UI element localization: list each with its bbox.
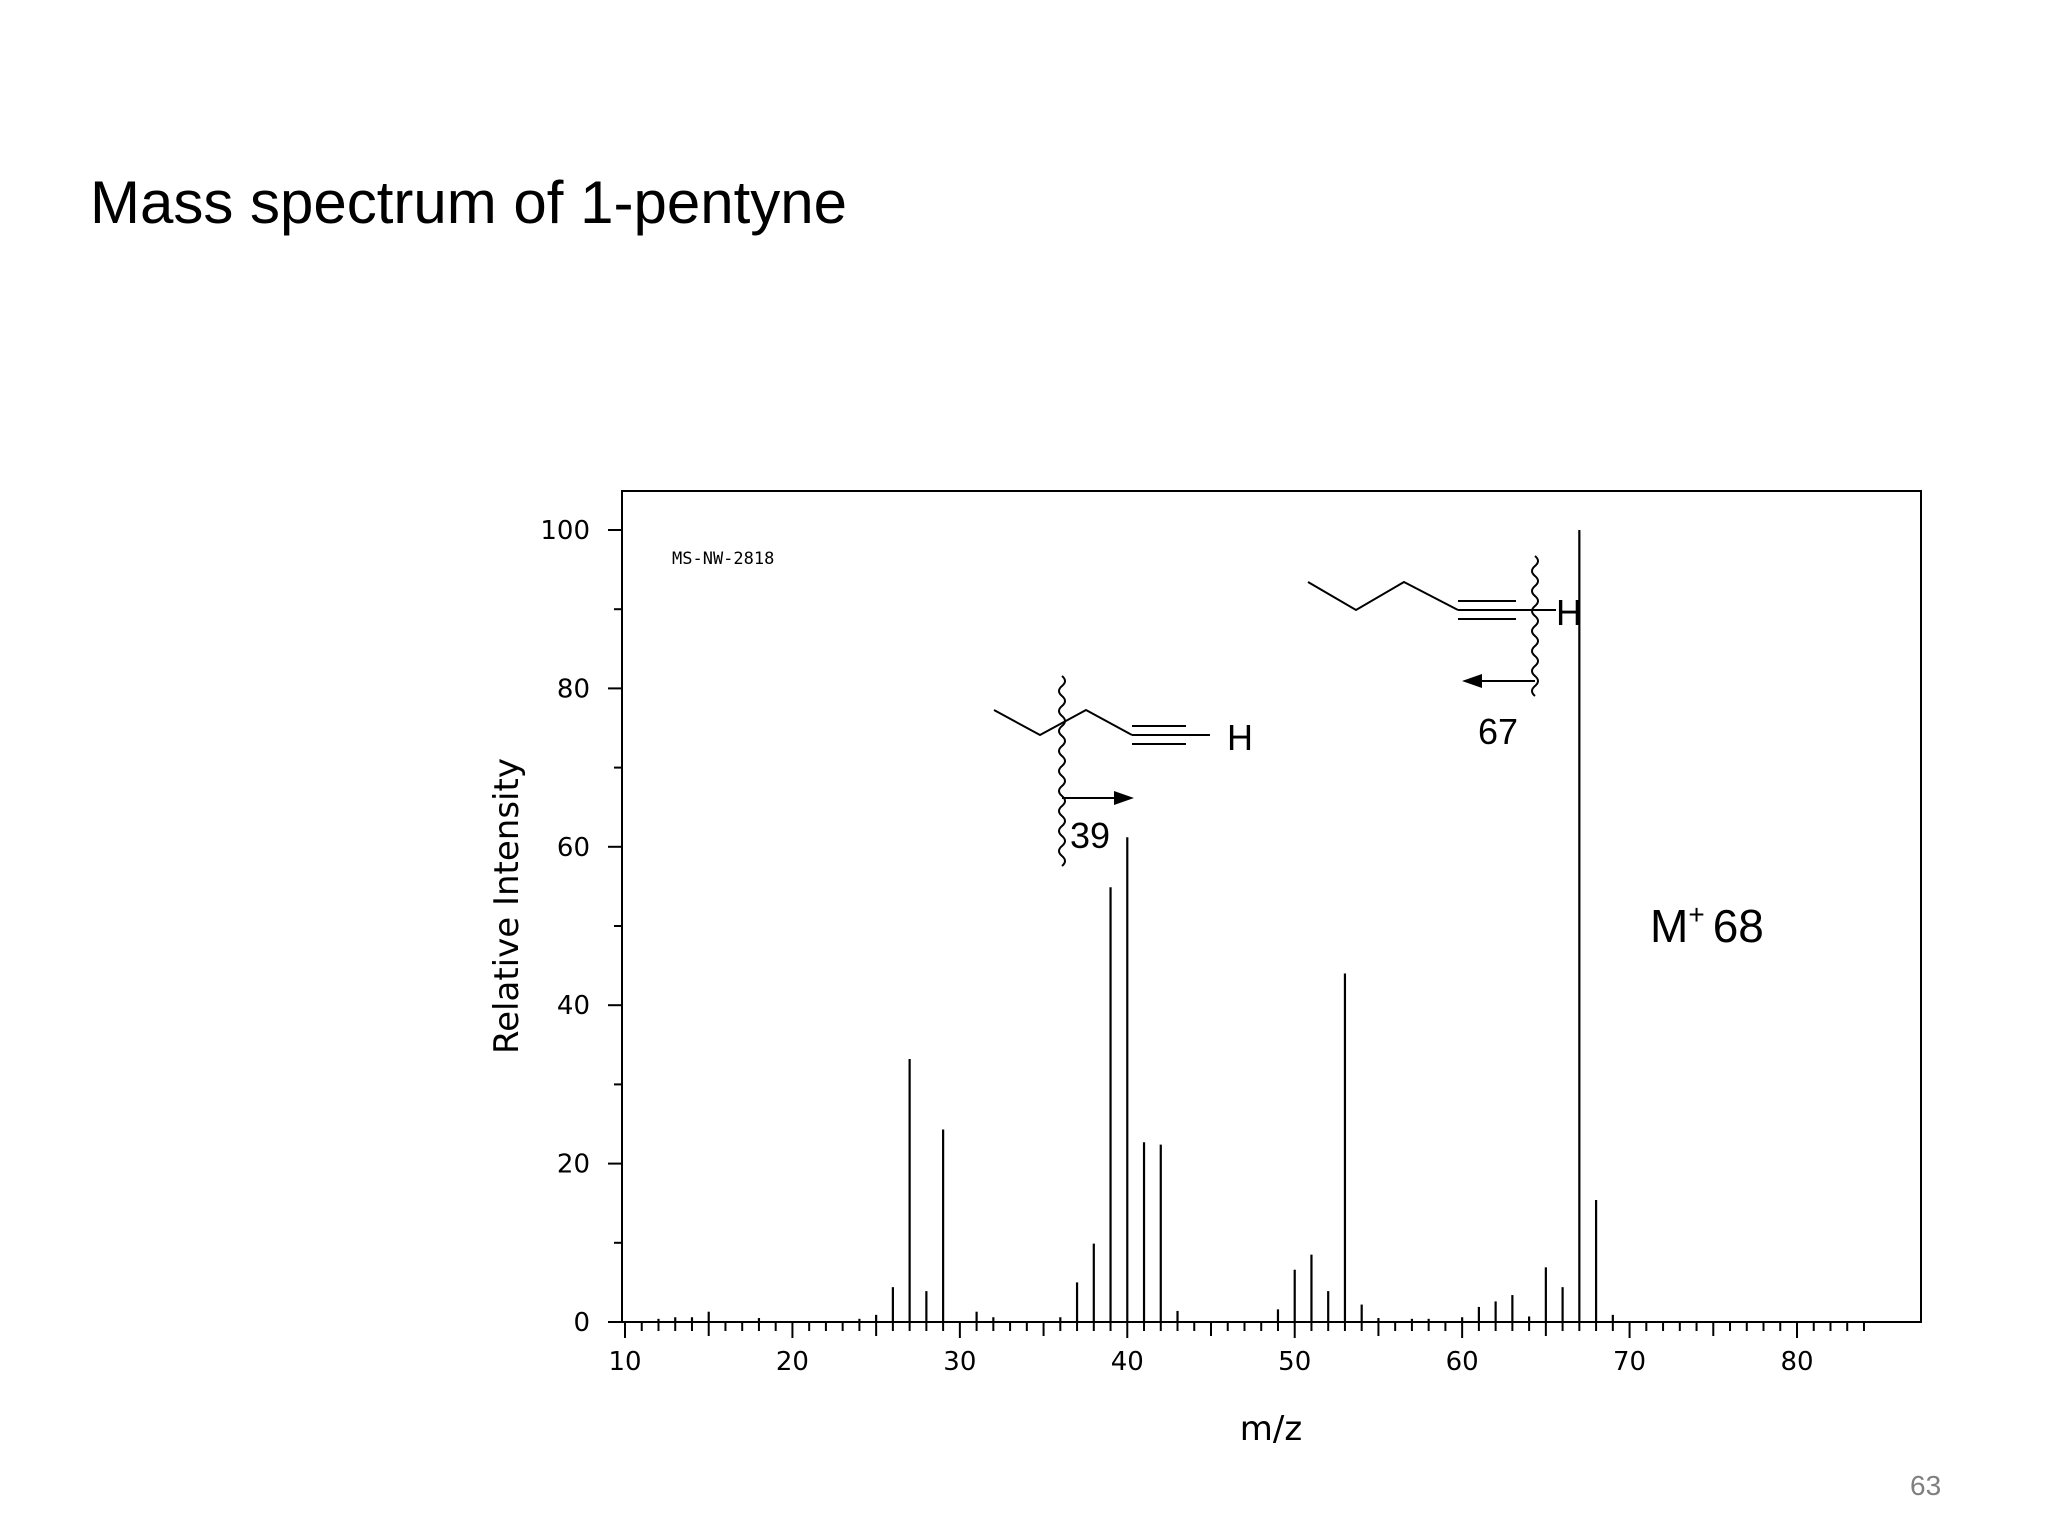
y-tick-label: 60 [557,833,590,863]
plot-frame [621,490,1922,1323]
x-tick-label: 10 [608,1347,641,1377]
structure-fragment-67 [1307,555,1556,697]
y-axis-title: Relative Intensity [487,758,527,1054]
slide-title: Mass spectrum of 1-pentyne [90,169,848,236]
x-tick-label: 60 [1446,1347,1479,1377]
fragment-39-label: 39 [1070,815,1110,856]
y-tick-label: 100 [540,516,590,546]
cleavage-wavy-39 [1058,675,1066,867]
y-tick-label: 40 [557,991,590,1021]
x-tick-label: 40 [1111,1347,1144,1377]
arrow-67-head [1462,674,1482,688]
arrow-39-head [1114,791,1134,805]
molecular-ion-label: M+ 68 [1650,899,1764,952]
x-axis-title: m/z [1240,1409,1302,1449]
y-tick-label: 0 [573,1308,590,1338]
hydrogen-label-67: H [1556,592,1582,633]
molecular-ion-superscript: + [1688,899,1704,930]
alkyl-chain-39 [993,708,1133,737]
x-tick-label: 30 [943,1347,976,1377]
peak-bars [657,530,1614,1322]
fragment-67-label: 67 [1478,711,1518,752]
x-axis: 10 20 30 40 50 60 70 80 [608,1322,1865,1377]
hydrogen-label-39: H [1227,717,1253,758]
alkyl-chain-67 [1307,580,1459,612]
x-tick-label: 70 [1613,1347,1646,1377]
y-tick-label: 20 [557,1150,590,1180]
page-number: 63 [1910,1470,1942,1501]
y-tick-label: 80 [557,674,590,704]
cleavage-wavy-67 [1531,555,1539,697]
molecular-ion-value: 68 [1713,900,1764,952]
molecular-ion-symbol: M [1650,900,1688,952]
spectrum-id: MS-NW-2818 [672,549,774,569]
y-axis: 0 20 40 60 80 100 [540,516,622,1338]
x-tick-label: 20 [776,1347,809,1377]
x-tick-label: 80 [1780,1347,1813,1377]
x-tick-label: 50 [1278,1347,1311,1377]
structure-fragment-39 [993,675,1210,867]
